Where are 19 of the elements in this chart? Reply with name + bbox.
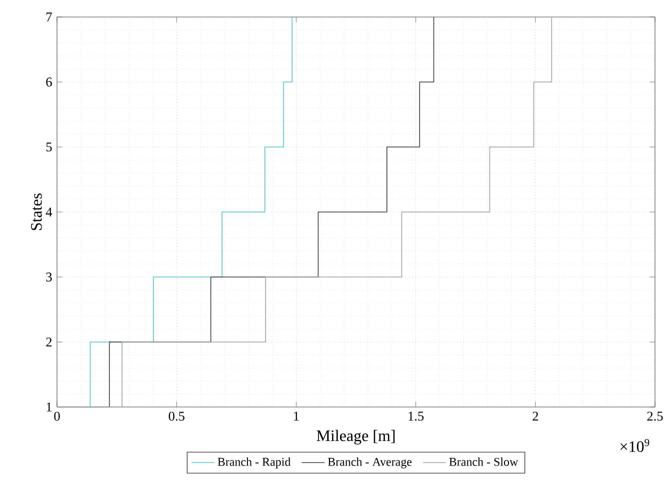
y-tick-label: 2 <box>46 338 52 346</box>
y-tick-label: 4 <box>46 208 52 216</box>
x-tick-label: 1 <box>294 412 299 421</box>
y-tick-label: 5 <box>46 142 52 152</box>
y-tick-label: 1 <box>46 402 52 412</box>
legend-label: Branch - Rapid <box>218 457 291 468</box>
x-axis-title: Mileage [m] <box>316 430 395 444</box>
y-tick-label: 6 <box>46 78 52 86</box>
x-tick-label: 0.5 <box>168 412 184 421</box>
y-axis-title: States <box>31 193 42 230</box>
legend-label: Branch - Slow <box>449 457 518 466</box>
x-tick-label: 2 <box>532 412 538 421</box>
y-tick-label: 3 <box>46 272 52 282</box>
y-tick-label: 7 <box>46 12 52 22</box>
x-tick-label: 0 <box>54 412 60 421</box>
x-tick-label: 2.5 <box>647 412 663 421</box>
text: ×10$^{9}$ <box>620 439 650 452</box>
x-tick-label: 1.5 <box>408 412 424 421</box>
legend-label: Branch - Average <box>328 457 412 468</box>
